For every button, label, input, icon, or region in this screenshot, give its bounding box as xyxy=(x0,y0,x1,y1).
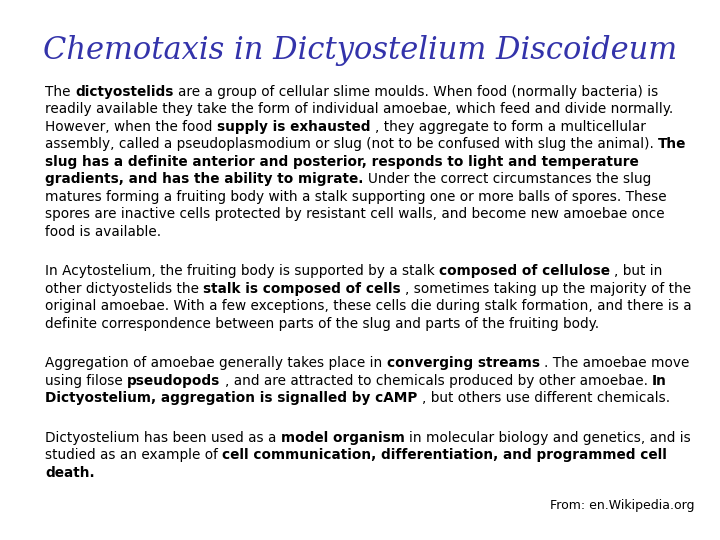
Text: In Acytostelium, the fruiting body is supported by a stalk: In Acytostelium, the fruiting body is su… xyxy=(45,265,435,279)
Text: using filose: using filose xyxy=(45,374,122,388)
Text: readily available they take the form of individual amoebae, which feed and divid: readily available they take the form of … xyxy=(45,103,673,117)
Text: studied as an example of: studied as an example of xyxy=(45,449,218,462)
Text: original amoebae. With a few exceptions, these cells die during stalk formation,: original amoebae. With a few exceptions,… xyxy=(45,300,692,314)
Text: Dictyostelium, aggregation is signalled by cAMP: Dictyostelium, aggregation is signalled … xyxy=(45,392,418,406)
Text: However, when the food: However, when the food xyxy=(45,120,212,134)
Text: supply is exhausted: supply is exhausted xyxy=(217,120,370,134)
Text: composed of cellulose: composed of cellulose xyxy=(439,265,610,279)
Text: stalk is composed of cells: stalk is composed of cells xyxy=(203,282,401,296)
Text: food is available.: food is available. xyxy=(45,225,161,239)
Text: in molecular biology and genetics, and is: in molecular biology and genetics, and i… xyxy=(409,431,690,445)
Text: Dictyostelium has been used as a: Dictyostelium has been used as a xyxy=(45,431,276,445)
Text: cell communication, differentiation, and programmed cell: cell communication, differentiation, and… xyxy=(222,449,667,462)
Text: , but others use different chemicals.: , but others use different chemicals. xyxy=(422,392,670,406)
Text: From: en.Wikipedia.org: From: en.Wikipedia.org xyxy=(551,499,695,512)
Text: pseudopods: pseudopods xyxy=(127,374,220,388)
Text: , they aggregate to form a multicellular: , they aggregate to form a multicellular xyxy=(374,120,646,134)
Text: assembly, called a pseudoplasmodium or slug (not to be confused with slug the an: assembly, called a pseudoplasmodium or s… xyxy=(45,138,654,152)
Text: spores are inactive cells protected by resistant cell walls, and become new amoe: spores are inactive cells protected by r… xyxy=(45,207,665,221)
Text: Chemotaxis in Dictyostelium Discoideum: Chemotaxis in Dictyostelium Discoideum xyxy=(43,35,677,66)
Text: The: The xyxy=(45,85,71,99)
Text: , but in: , but in xyxy=(614,265,663,279)
Text: , and are attracted to chemicals produced by other amoebae.: , and are attracted to chemicals produce… xyxy=(225,374,648,388)
Text: death.: death. xyxy=(45,466,94,480)
Text: Aggregation of amoebae generally takes place in: Aggregation of amoebae generally takes p… xyxy=(45,356,382,370)
Text: other dictyostelids the: other dictyostelids the xyxy=(45,282,199,296)
Text: are a group of cellular slime moulds. When food (normally bacteria) is: are a group of cellular slime moulds. Wh… xyxy=(178,85,658,99)
Text: matures forming a fruiting body with a stalk supporting one or more balls of spo: matures forming a fruiting body with a s… xyxy=(45,190,667,204)
Text: definite correspondence between parts of the slug and parts of the fruiting body: definite correspondence between parts of… xyxy=(45,317,599,331)
Text: In: In xyxy=(652,374,667,388)
Text: , sometimes taking up the majority of the: , sometimes taking up the majority of th… xyxy=(405,282,691,296)
Text: The: The xyxy=(658,138,687,152)
Text: Under the correct circumstances the slug: Under the correct circumstances the slug xyxy=(368,172,651,186)
Text: dictyostelids: dictyostelids xyxy=(75,85,174,99)
Text: slug has a definite anterior and posterior, responds to light and temperature: slug has a definite anterior and posteri… xyxy=(45,155,639,169)
Text: converging streams: converging streams xyxy=(387,356,539,370)
Text: . The amoebae move: . The amoebae move xyxy=(544,356,689,370)
Text: gradients, and has the ability to migrate.: gradients, and has the ability to migrat… xyxy=(45,172,364,186)
Text: model organism: model organism xyxy=(281,431,405,445)
